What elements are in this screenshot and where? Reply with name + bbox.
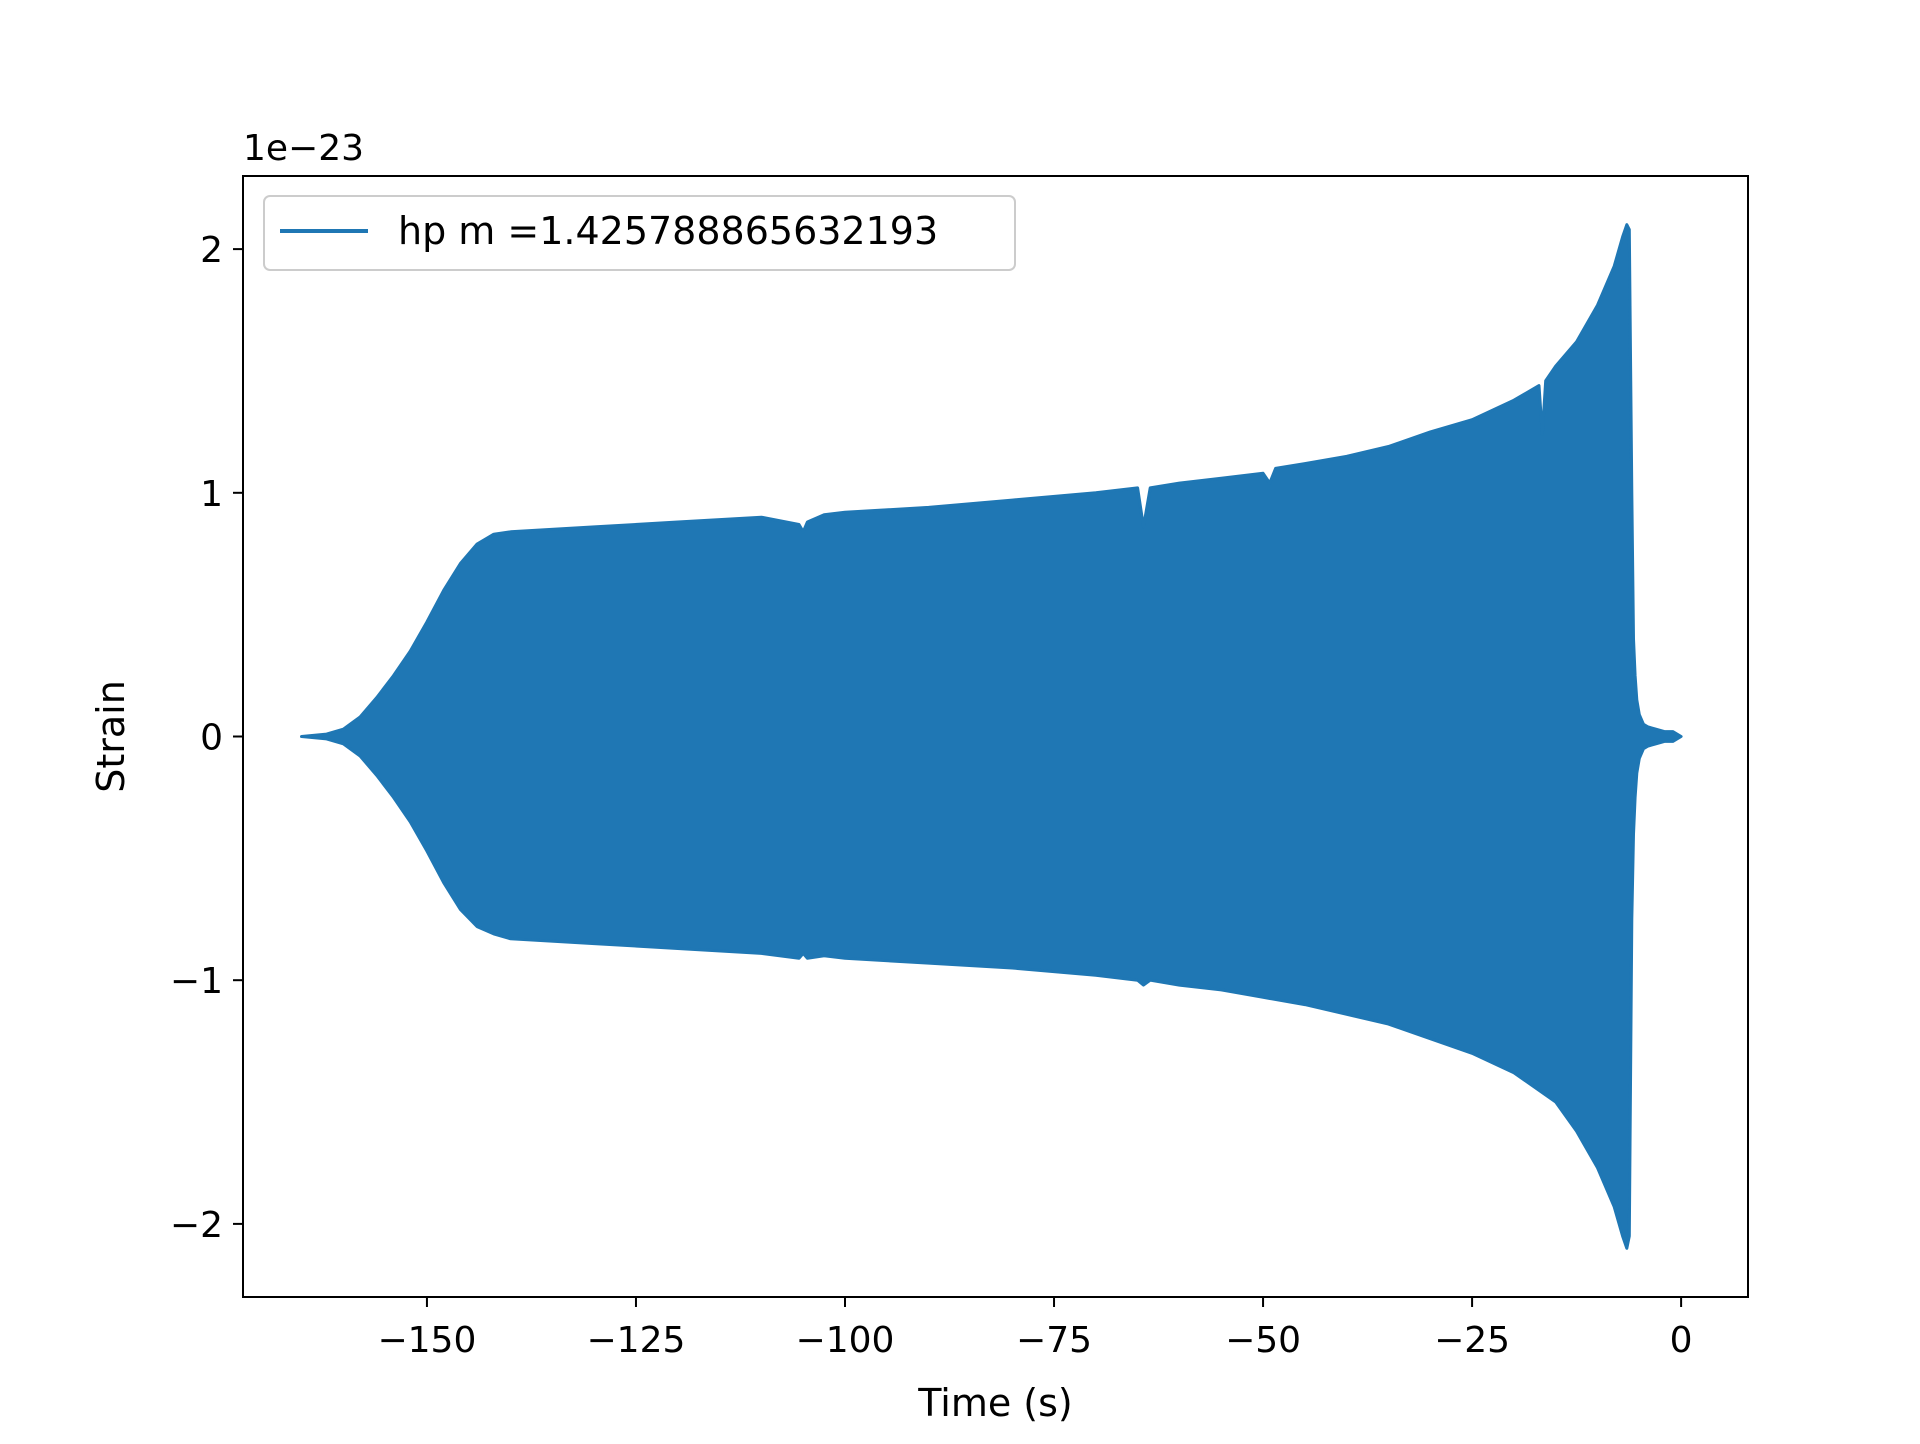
y-axis-label: Strain bbox=[89, 680, 133, 793]
x-tick-label: 0 bbox=[1670, 1320, 1693, 1361]
waveform-area bbox=[300, 223, 1683, 1250]
y-tick-label: −1 bbox=[170, 961, 223, 1002]
x-tick-label: −50 bbox=[1225, 1320, 1301, 1361]
x-tick-label: −125 bbox=[587, 1320, 686, 1361]
x-tick-label: −25 bbox=[1434, 1320, 1510, 1361]
y-tick-label: −2 bbox=[170, 1205, 223, 1246]
y-tick-label: 1 bbox=[200, 474, 223, 515]
x-axis-ticks: −150 −125 −100 −75 −50 −25 0 bbox=[377, 1297, 1693, 1361]
x-tick-label: −150 bbox=[377, 1320, 476, 1361]
x-tick-label: −100 bbox=[796, 1320, 895, 1361]
y-tick-label: 0 bbox=[200, 718, 223, 759]
legend: hp m =1.425788865632193 bbox=[263, 195, 1016, 271]
y-axis-offset-label: 1e−23 bbox=[243, 128, 364, 169]
x-tick-label: −75 bbox=[1016, 1320, 1092, 1361]
legend-box bbox=[263, 195, 1016, 271]
plot-area bbox=[300, 223, 1683, 1250]
y-axis-ticks: −2 −1 0 1 2 bbox=[170, 230, 243, 1246]
y-tick-label: 2 bbox=[200, 230, 223, 271]
x-axis-label: Time (s) bbox=[917, 1381, 1073, 1425]
legend-label: hp m =1.425788865632193 bbox=[398, 209, 938, 253]
